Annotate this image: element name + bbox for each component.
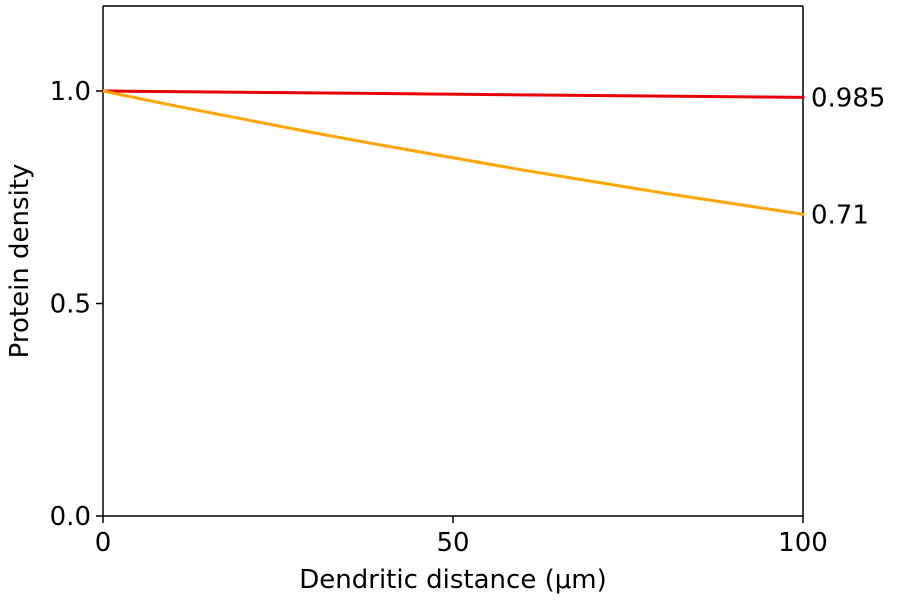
y-axis-label: Protein density bbox=[5, 164, 35, 359]
labels-layer: Dendritic distance (μm) Protein density bbox=[5, 164, 607, 595]
series-line-1 bbox=[101, 89, 805, 99]
plot-background bbox=[103, 6, 803, 516]
x-tick-label-0: 0 bbox=[95, 528, 112, 558]
series-layer: 0.985 0.71 bbox=[101, 83, 885, 230]
ticks-layer: 0 50 100 0.0 0.5 1.0 bbox=[50, 77, 828, 558]
x-axis-label: Dendritic distance (μm) bbox=[299, 565, 606, 595]
series-end-label-1: 0.985 bbox=[811, 83, 885, 113]
x-tick-label-2: 100 bbox=[778, 528, 828, 558]
plot-area bbox=[102, 5, 804, 517]
series-line-2 bbox=[101, 89, 805, 216]
series-end-label-2: 0.71 bbox=[811, 200, 869, 230]
x-tick-label-1: 50 bbox=[436, 528, 469, 558]
y-tick-label-1: 0.5 bbox=[50, 290, 91, 320]
y-tick-label-2: 1.0 bbox=[50, 77, 91, 107]
y-tick-label-0: 0.0 bbox=[50, 502, 91, 532]
